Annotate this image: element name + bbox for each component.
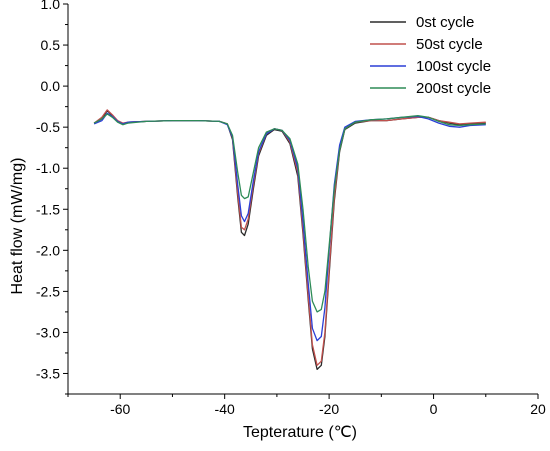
plot-area <box>67 4 538 395</box>
x-tick-label: 0 <box>430 401 438 417</box>
legend-label: 0st cycle <box>416 14 474 31</box>
x-tick-label: -20 <box>319 401 339 417</box>
x-axis: -60 -40 -20 0 20 <box>67 394 546 417</box>
y-axis: 1.0 0.5 0.0 -0.5 -1.0 -1.5 -2.0 -2.5 -3.0 -3.5 <box>36 0 68 395</box>
series-line-1 <box>93 110 486 371</box>
y-axis-title: Heat flow (mW/mg) <box>9 158 26 295</box>
legend: 0st cycle 50st cycle 100st cycle 200st cycl… <box>370 14 491 97</box>
legend-label: 50st cycle <box>416 36 483 53</box>
y-tick-label: -0.5 <box>36 119 60 135</box>
y-tick-label: 0.0 <box>41 78 61 94</box>
series-line-3 <box>93 112 486 342</box>
y-tick-label: -2.5 <box>36 283 60 299</box>
series-line-4 <box>93 113 486 313</box>
x-tick-label: -40 <box>215 401 235 417</box>
y-tick-label: -3.5 <box>36 365 60 381</box>
series-lines <box>93 109 486 371</box>
x-tick-label: 20 <box>530 401 546 417</box>
y-tick-label: 1.0 <box>41 0 61 12</box>
y-tick-label: 0.5 <box>41 37 61 53</box>
y-tick-label: -2.0 <box>36 242 60 258</box>
y-tick-label: -3.0 <box>36 324 60 340</box>
x-axis-title: Tepterature (℃) <box>243 424 357 441</box>
y-tick-label: -1.0 <box>36 160 60 176</box>
y-tick-label: -1.5 <box>36 201 60 217</box>
legend-label: 200st cycle <box>416 80 491 97</box>
x-tick-label: -60 <box>110 401 130 417</box>
legend-label: 100st cycle <box>416 58 491 75</box>
series-line-2 <box>93 109 486 366</box>
